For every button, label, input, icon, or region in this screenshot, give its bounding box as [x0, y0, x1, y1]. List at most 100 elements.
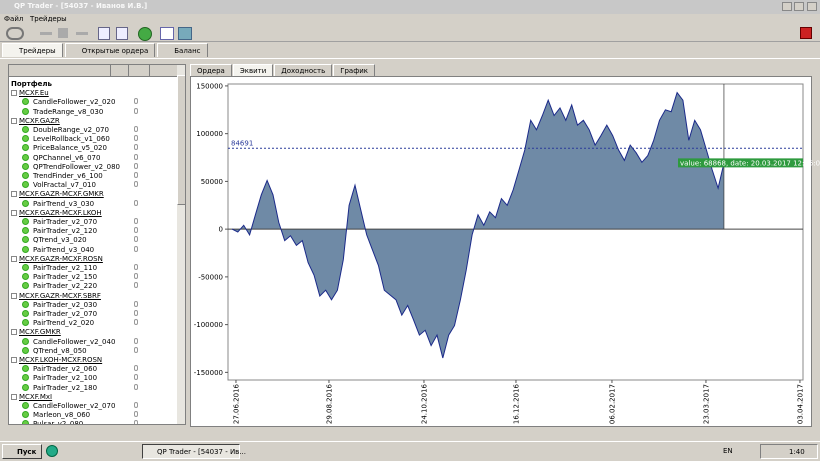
group-name[interactable]: MCXF.GAZR	[19, 116, 60, 125]
trader-name[interactable]: PairTrader_v2_070	[33, 310, 98, 318]
scroll-thumb[interactable]	[177, 75, 185, 205]
trader-name[interactable]: PairTrader_v2_120	[33, 227, 98, 236]
quick-launch[interactable]	[46, 445, 58, 457]
trader-name[interactable]: PairTrader_v2_110	[33, 264, 98, 272]
tree-root: Портфель	[11, 80, 52, 88]
settings-button[interactable]	[178, 27, 192, 40]
trader-name[interactable]: QPTrendFollower_v2_080	[33, 162, 120, 171]
main-tab[interactable]: Трейдеры	[2, 43, 63, 57]
chart-button[interactable]	[160, 27, 174, 40]
close-button[interactable]	[807, 2, 817, 11]
trader-name[interactable]: CandleFollower_v2_070	[33, 402, 116, 410]
trader-name[interactable]: PairTrader_v2_220	[33, 282, 98, 291]
collapse-box[interactable]	[11, 191, 17, 198]
bulb-icon	[134, 374, 138, 381]
trader-name[interactable]: PairTrend_v3_040	[33, 245, 95, 254]
trader-name[interactable]: PriceBalance_v5_020	[33, 144, 107, 153]
bulb-icon	[134, 319, 138, 326]
group-name[interactable]: MCXF.GAZR-MCXF.SBRF	[19, 291, 101, 300]
trader-name[interactable]: QTrend_v8_050	[33, 346, 87, 355]
clock: 1:40	[789, 448, 805, 456]
tray: 1:40	[760, 444, 818, 459]
group-name[interactable]: MCXF.MxI	[19, 392, 53, 401]
start-button[interactable]	[138, 27, 152, 41]
trader-name[interactable]: TrendFinder_v6_100	[33, 172, 103, 180]
language[interactable]: EN	[723, 447, 733, 455]
status-icon	[22, 383, 29, 391]
scrollbar[interactable]	[177, 65, 185, 424]
bulb-icon	[134, 383, 138, 390]
status-icon	[22, 374, 29, 382]
chart-tab[interactable]: Ордера	[190, 64, 232, 77]
trader-name[interactable]: PairTrader_v2_150	[33, 273, 98, 282]
doc-button[interactable]	[116, 27, 128, 40]
main-tab[interactable]: Баланс	[157, 43, 208, 57]
collapse-box[interactable]	[11, 329, 17, 336]
trader-name[interactable]: Marleon_v8_060	[33, 411, 91, 420]
bulb-icon	[134, 98, 138, 105]
trader-name[interactable]: TradeRange_v8_030	[33, 107, 104, 116]
bulb-icon	[134, 310, 138, 316]
status-icon	[22, 181, 29, 189]
status-icon	[22, 365, 29, 373]
trader-name[interactable]: QTrend_v3_020	[33, 236, 87, 245]
trader-name[interactable]: PairTrader_v2_060	[33, 365, 98, 374]
status-icon	[22, 245, 29, 253]
trader-name[interactable]: PairTrader_v2_030	[33, 300, 98, 309]
collapse-box[interactable]	[11, 357, 17, 363]
power-button[interactable]	[6, 27, 24, 40]
bulb-icon	[134, 181, 138, 188]
menu-item[interactable]: Файл	[4, 15, 24, 23]
bulb-icon	[134, 236, 138, 243]
trader-name[interactable]: QPChannel_v6_070	[33, 153, 101, 162]
group-name[interactable]: MCXF.Eu	[19, 89, 49, 98]
trader-name[interactable]: PairTrader_v2_100	[33, 374, 98, 383]
trader-name[interactable]: PairTrend_v3_030	[33, 199, 95, 208]
trader-name[interactable]: DoubleRange_v2_070	[33, 126, 109, 134]
bulb-icon	[134, 107, 138, 114]
trader-name[interactable]: LevelRollback_v1_060	[33, 135, 110, 144]
status-icon	[22, 199, 29, 207]
trader-name[interactable]: CandleFollower_v2_020	[33, 98, 116, 107]
group-name[interactable]: MCXF.LKOH-MCXF.ROSN	[19, 356, 103, 364]
bulb-icon	[134, 300, 138, 307]
minimize-button[interactable]	[782, 2, 792, 11]
chart-tab[interactable]: Эквити	[232, 64, 274, 77]
collapse-box[interactable]	[11, 90, 17, 97]
status-icon	[22, 107, 29, 115]
menu-item[interactable]: Трейдеры	[30, 15, 67, 23]
trader-name[interactable]: PairTrader_v2_070	[33, 218, 98, 226]
add-button[interactable]	[40, 32, 52, 35]
bulb-icon	[134, 153, 138, 160]
bulb-icon	[134, 199, 138, 206]
remove-button[interactable]	[76, 32, 88, 35]
title-bar: QP Trader - [54037 - Иванов И.В.]	[0, 0, 820, 14]
start-button[interactable]: Пуск	[2, 444, 42, 459]
bulb-icon	[134, 144, 138, 151]
collapse-box[interactable]	[11, 209, 17, 216]
group-name[interactable]: MCXF.GAZR-MCXF.LKOH	[19, 208, 102, 217]
trader-name[interactable]: VolFractal_v7_010	[33, 181, 96, 190]
doc-button[interactable]	[98, 27, 110, 40]
trader-name[interactable]: Pulsar_v2_080	[33, 420, 84, 425]
collapse-box[interactable]	[11, 255, 17, 262]
trader-name[interactable]: CandleFollower_v2_040	[33, 337, 116, 346]
group-name[interactable]: MCXF.GAZR-MCXF.ROSN	[19, 254, 103, 263]
main-tab[interactable]: Открытые ордера	[64, 43, 156, 57]
chart-tab[interactable]: График	[333, 64, 375, 77]
collapse-box[interactable]	[11, 292, 17, 299]
task-button[interactable]: QP Trader - [54037 - Ив...	[142, 444, 246, 459]
bulb-icon	[134, 162, 138, 169]
bulb-icon	[134, 264, 138, 270]
trader-name[interactable]: PairTrend_v2_020	[33, 319, 95, 328]
collapse-box[interactable]	[11, 117, 17, 124]
group-name[interactable]: MCXF.GMKR	[19, 328, 61, 337]
group-name[interactable]: MCXF.GAZR-MCXF.GMKR	[19, 190, 104, 199]
exit-button[interactable]	[800, 27, 812, 39]
maximize-button[interactable]	[794, 2, 804, 11]
edit-button[interactable]	[58, 28, 68, 38]
trader-name[interactable]: PairTrader_v2_180	[33, 383, 98, 392]
collapse-box[interactable]	[11, 393, 17, 400]
chart-tab[interactable]: Доходность	[274, 64, 333, 77]
